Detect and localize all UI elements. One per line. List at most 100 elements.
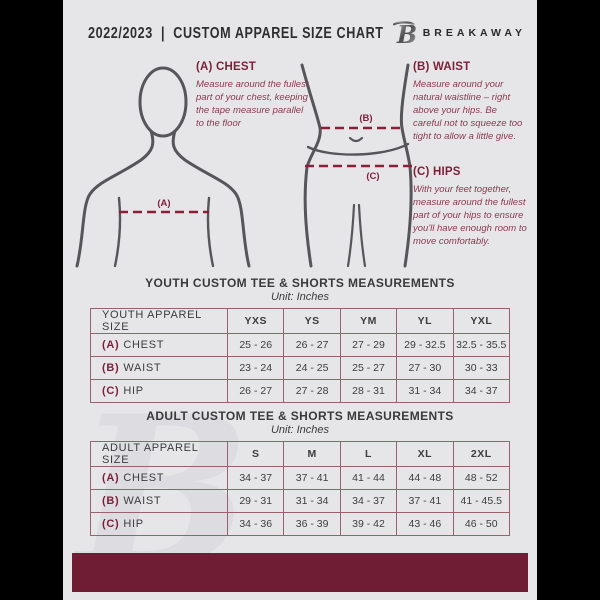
measurement-value: 27 - 28	[283, 379, 341, 403]
waist-body-text: Measure around your natural waistline – …	[413, 79, 523, 142]
chest-heading: (A) CHEST	[196, 61, 256, 73]
page-header: 2022/2023 | CUSTOM APPAREL SIZE CHART B …	[88, 18, 522, 47]
measurement-value: 32.5 - 35.5	[452, 333, 511, 357]
lower-body-figure	[300, 63, 413, 268]
adult-table-header-row: ADULT APPAREL SIZE S M L XL 2XL	[90, 441, 511, 467]
youth-unit-label: Unit: Inches	[270, 291, 330, 303]
page-title: 2022/2023 | CUSTOM APPAREL SIZE CHART	[88, 23, 384, 42]
youth-section-title: YOUTH CUSTOM TEE & SHORTS MEASUREMENTS	[145, 276, 455, 290]
size-column-header: L	[339, 441, 398, 467]
measurement-value: 37 - 41	[396, 489, 454, 513]
breakaway-logo-icon: B	[392, 21, 416, 47]
measurement-value: 23 - 24	[226, 356, 285, 380]
measurement-value: 41 - 44	[339, 466, 398, 490]
hips-line-label: (C)	[366, 171, 379, 182]
size-chart-page: 2022/2023 | CUSTOM APPAREL SIZE CHART B …	[63, 0, 537, 600]
measurement-value: 27 - 30	[396, 356, 454, 380]
adult-unit-label: Unit: Inches	[270, 424, 330, 436]
adult-section: ADULT CUSTOM TEE & SHORTS MEASUREMENTS U…	[63, 409, 537, 536]
bottom-accent-bar	[72, 553, 528, 592]
hips-heading: (C) HIPS	[413, 166, 461, 178]
waist-line-label: (B)	[359, 113, 372, 124]
measurement-value: 44 - 48	[396, 466, 454, 490]
measurement-value: 31 - 34	[283, 489, 341, 513]
chest-body-text: Measure around the fullest part of your …	[196, 79, 309, 129]
measurement-value: 31 - 34	[396, 379, 454, 403]
measurement-value: 41 - 45.5	[452, 489, 511, 513]
row-label: CHEST	[123, 472, 165, 484]
row-label: WAIST	[123, 495, 162, 507]
size-column-header: YXS	[226, 308, 285, 334]
measurement-value: 37 - 41	[283, 466, 341, 490]
row-label-cell: (B) WAIST	[90, 356, 228, 380]
measurement-value: 34 - 37	[452, 379, 511, 403]
measurement-value: 34 - 37	[226, 466, 285, 490]
measurement-value: 29 - 31	[226, 489, 285, 513]
size-column-header: YS	[283, 308, 341, 334]
brand-name: BREAKAWAY	[422, 26, 526, 39]
measurement-row: (B) WAIST 23 - 24 24 - 25 25 - 27 27 - 30 30 -…	[90, 356, 511, 380]
row-label: WAIST	[123, 362, 162, 374]
size-column-header: YM	[339, 308, 398, 334]
measurement-value: 36 - 39	[283, 512, 341, 536]
apparel-size-header-cell: YOUTH APPAREL SIZE	[90, 308, 228, 334]
youth-size-table: YOUTH APPAREL SIZE YXS YS YM YL YXL (A) CHEST 2…	[90, 308, 511, 403]
chest-line-label: (A)	[157, 198, 170, 209]
row-label: HIP	[123, 518, 144, 530]
brand-logo: B BREAKAWAY	[392, 18, 526, 47]
size-column-header: S	[226, 441, 285, 467]
measurement-value: 26 - 27	[283, 333, 341, 357]
row-letter: (C)	[102, 385, 120, 397]
measurement-value: 24 - 25	[283, 356, 341, 380]
row-label-cell: (C) HIP	[90, 379, 228, 403]
row-label: CHEST	[123, 339, 165, 351]
size-column-header: YL	[396, 308, 454, 334]
youth-table-header-row: YOUTH APPAREL SIZE YXS YS YM YL YXL	[90, 308, 511, 334]
torso-figure	[75, 66, 251, 268]
measurement-value: 29 - 32.5	[396, 333, 454, 357]
apparel-size-header-cell: ADULT APPAREL SIZE	[90, 441, 228, 467]
row-label-cell: (B) WAIST	[90, 489, 228, 513]
measurement-value: 27 - 29	[339, 333, 398, 357]
measurement-row: (B) WAIST 29 - 31 31 - 34 34 - 37 37 - 41 41 -…	[90, 489, 511, 513]
row-label: HIP	[123, 385, 144, 397]
adult-section-title: ADULT CUSTOM TEE & SHORTS MEASUREMENTS	[146, 409, 454, 423]
size-column-header: YXL	[452, 308, 511, 334]
chest-instructions: (A) CHEST Measure around the fullest par…	[196, 61, 310, 131]
measurement-row: (C) HIP 34 - 36 36 - 39 39 - 42 43 - 46 46 - 5…	[90, 512, 511, 536]
row-letter: (B)	[102, 495, 120, 507]
row-letter: (C)	[102, 518, 120, 530]
waist-heading: (B) WAIST	[413, 61, 471, 73]
measurement-value: 28 - 31	[339, 379, 398, 403]
row-letter: (B)	[102, 362, 120, 374]
measurement-diagram: (A) (B) (C) (A) CHEST Measure around the…	[63, 55, 537, 270]
row-letter: (A)	[102, 339, 120, 351]
size-column-header: M	[283, 441, 341, 467]
measurement-value: 25 - 26	[226, 333, 285, 357]
measurement-value: 26 - 27	[226, 379, 285, 403]
measurement-value: 25 - 27	[339, 356, 398, 380]
logo-letter: B	[396, 21, 416, 47]
measurement-value: 43 - 46	[396, 512, 454, 536]
measurement-value: 34 - 37	[339, 489, 398, 513]
youth-section: YOUTH CUSTOM TEE & SHORTS MEASUREMENTS U…	[63, 276, 537, 403]
hips-instructions: (C) HIPS With your feet together, measur…	[413, 166, 527, 249]
measurement-value: 34 - 36	[226, 512, 285, 536]
adult-size-table: ADULT APPAREL SIZE S M L XL 2XL (A) CHEST 34 - …	[90, 441, 511, 536]
row-label-cell: (A) CHEST	[90, 333, 228, 357]
body-diagram: (A) (B) (C)	[75, 63, 413, 268]
measurement-value: 30 - 33	[452, 356, 511, 380]
hips-body-text: With your feet together, measure around …	[413, 184, 527, 247]
row-label-cell: (A) CHEST	[90, 466, 228, 490]
measurement-row: (A) CHEST 34 - 37 37 - 41 41 - 44 44 - 48 48 -…	[90, 466, 511, 490]
measurement-row: (A) CHEST 25 - 26 26 - 27 27 - 29 29 - 32.5 32…	[90, 333, 511, 357]
size-column-header: XL	[396, 441, 454, 467]
measurement-row: (C) HIP 26 - 27 27 - 28 28 - 31 31 - 34 34 - 3…	[90, 379, 511, 403]
measurement-value: 48 - 52	[452, 466, 511, 490]
size-column-header: 2XL	[452, 441, 511, 467]
waist-instructions: (B) WAIST Measure around your natural wa…	[413, 61, 527, 144]
row-letter: (A)	[102, 472, 120, 484]
measurement-dashed-lines	[119, 126, 413, 214]
measurement-value: 46 - 50	[452, 512, 511, 536]
measurement-value: 39 - 42	[339, 512, 398, 536]
